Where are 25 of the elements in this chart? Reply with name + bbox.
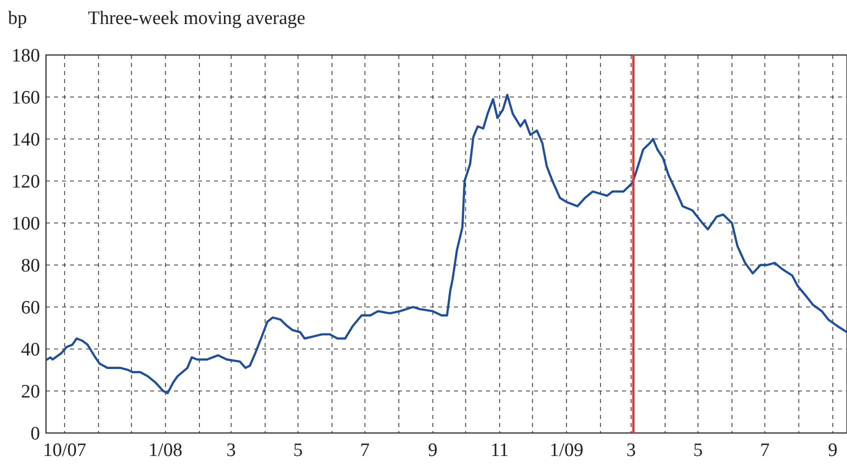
y-tick-label: 120 xyxy=(12,172,40,193)
y-tick-label: 140 xyxy=(12,130,40,151)
chart-title: Three-week moving average xyxy=(88,8,306,29)
x-tick-label: 9 xyxy=(428,440,438,461)
y-axis-title: bp xyxy=(8,8,27,29)
y-tick-label: 40 xyxy=(21,340,40,361)
line-series xyxy=(46,94,847,394)
x-tick-label: 7 xyxy=(760,440,770,461)
x-tick-label: 5 xyxy=(293,440,303,461)
y-tick-label: 160 xyxy=(12,88,40,109)
x-tick-label: 1/08 xyxy=(148,440,182,461)
y-tick-label: 100 xyxy=(12,214,40,235)
x-tick-label: 9 xyxy=(828,440,838,461)
x-tick-label: 11 xyxy=(490,440,509,461)
x-tick-label: 3 xyxy=(626,440,636,461)
x-tick-label: 5 xyxy=(693,440,703,461)
x-tick-label: 1/09 xyxy=(550,440,584,461)
y-tick-label: 0 xyxy=(30,424,40,445)
y-tick-label: 180 xyxy=(12,46,40,67)
x-tick-label: 7 xyxy=(360,440,370,461)
y-tick-label: 20 xyxy=(21,382,40,403)
y-tick-label: 80 xyxy=(21,256,40,277)
x-tick-label: 3 xyxy=(226,440,236,461)
x-tick-label: 10/07 xyxy=(42,440,86,461)
y-tick-label: 60 xyxy=(21,298,40,319)
